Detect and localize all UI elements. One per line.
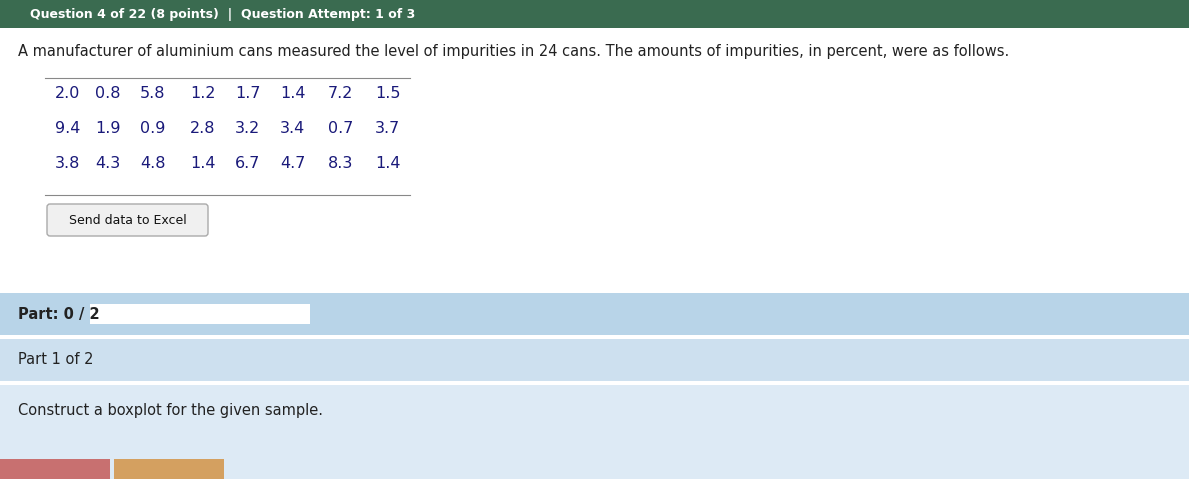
Text: 1.2: 1.2 <box>190 86 215 101</box>
Bar <box>0 459 111 479</box>
Text: Part 1 of 2: Part 1 of 2 <box>18 353 94 367</box>
Text: 1.4: 1.4 <box>375 156 401 171</box>
Bar <box>0 453 1189 479</box>
Text: Question 4 of 22 (8 points)  |  Question Attempt: 1 of 3: Question 4 of 22 (8 points) | Question A… <box>30 8 415 21</box>
Text: Construct a boxplot for the given sample.: Construct a boxplot for the given sample… <box>18 403 323 418</box>
Text: 1.4: 1.4 <box>190 156 215 171</box>
Text: Send data to Excel: Send data to Excel <box>69 214 187 227</box>
Bar <box>90 304 310 324</box>
Text: 3.7: 3.7 <box>375 121 401 136</box>
Text: 9.4: 9.4 <box>55 121 81 136</box>
Text: 2.8: 2.8 <box>190 121 215 136</box>
Bar <box>0 293 1189 335</box>
Text: 4.8: 4.8 <box>140 156 165 171</box>
Bar <box>0 339 1189 381</box>
Text: 1.4: 1.4 <box>279 86 306 101</box>
Text: 1.7: 1.7 <box>235 86 260 101</box>
Text: 5.8: 5.8 <box>140 86 165 101</box>
Bar <box>0 28 1189 293</box>
Text: 1.9: 1.9 <box>95 121 120 136</box>
Text: 3.2: 3.2 <box>235 121 260 136</box>
Text: 8.3: 8.3 <box>328 156 353 171</box>
Text: 3.8: 3.8 <box>55 156 81 171</box>
Text: A manufacturer of aluminium cans measured the level of impurities in 24 cans. Th: A manufacturer of aluminium cans measure… <box>18 44 1009 59</box>
Text: 1.5: 1.5 <box>375 86 401 101</box>
Text: 0.8: 0.8 <box>95 86 120 101</box>
Text: 7.2: 7.2 <box>328 86 353 101</box>
Bar <box>0 335 1189 339</box>
Text: Part: 0 / 2: Part: 0 / 2 <box>18 307 100 321</box>
Text: 6.7: 6.7 <box>235 156 260 171</box>
Text: 4.3: 4.3 <box>95 156 120 171</box>
Bar <box>0 0 1189 28</box>
Text: 0.9: 0.9 <box>140 121 165 136</box>
Text: 0.7: 0.7 <box>328 121 353 136</box>
Bar <box>0 385 1189 453</box>
Text: 2.0: 2.0 <box>55 86 81 101</box>
FancyBboxPatch shape <box>48 204 208 236</box>
Bar <box>0 381 1189 385</box>
Text: 3.4: 3.4 <box>279 121 306 136</box>
Bar <box>114 459 224 479</box>
Text: 4.7: 4.7 <box>279 156 306 171</box>
